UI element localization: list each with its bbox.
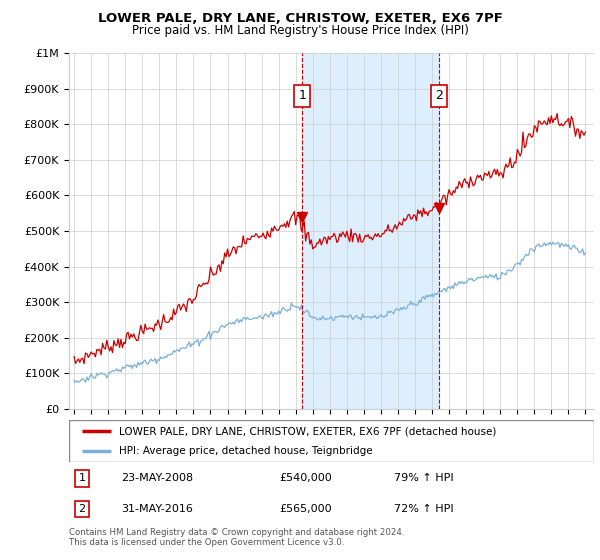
Text: 72% ↑ HPI: 72% ↑ HPI (395, 504, 454, 514)
Text: Price paid vs. HM Land Registry's House Price Index (HPI): Price paid vs. HM Land Registry's House … (131, 24, 469, 37)
Bar (302, 53, 439, 409)
FancyBboxPatch shape (69, 420, 594, 462)
Text: 79% ↑ HPI: 79% ↑ HPI (395, 473, 454, 483)
Text: HPI: Average price, detached house, Teignbridge: HPI: Average price, detached house, Teig… (119, 446, 373, 456)
Text: £540,000: £540,000 (279, 473, 332, 483)
Text: 2: 2 (79, 504, 86, 514)
Text: 1: 1 (298, 90, 306, 102)
Text: 2: 2 (435, 90, 443, 102)
Text: LOWER PALE, DRY LANE, CHRISTOW, EXETER, EX6 7PF (detached house): LOWER PALE, DRY LANE, CHRISTOW, EXETER, … (119, 426, 496, 436)
Text: Contains HM Land Registry data © Crown copyright and database right 2024.
This d: Contains HM Land Registry data © Crown c… (69, 528, 404, 547)
Text: 23-MAY-2008: 23-MAY-2008 (121, 473, 194, 483)
Text: LOWER PALE, DRY LANE, CHRISTOW, EXETER, EX6 7PF: LOWER PALE, DRY LANE, CHRISTOW, EXETER, … (98, 12, 502, 25)
Text: £565,000: £565,000 (279, 504, 332, 514)
Text: 31-MAY-2016: 31-MAY-2016 (121, 504, 193, 514)
Text: 1: 1 (79, 473, 86, 483)
